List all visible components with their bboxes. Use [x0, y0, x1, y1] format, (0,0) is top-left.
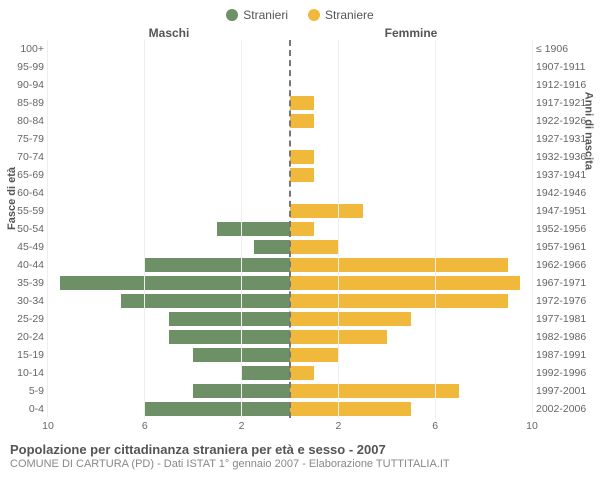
bar-female [290, 114, 314, 128]
birth-label: 1907-1911 [536, 58, 585, 76]
legend-label-female: Straniere [325, 8, 374, 22]
chart-subtitle: COMUNE DI CARTURA (PD) - Dati ISTAT 1° g… [10, 458, 600, 470]
bar-male [121, 294, 290, 308]
pyramid-chart: 100+95-9990-9485-8980-8475-7970-7465-696… [0, 40, 600, 418]
age-label: 95-99 [17, 58, 44, 76]
bar-female [290, 168, 314, 182]
bar-female [290, 276, 520, 290]
x-tick: 10 [526, 420, 538, 432]
bar-female [290, 258, 508, 272]
bar-female [290, 384, 459, 398]
birth-label: 2002-2006 [536, 400, 586, 418]
age-label: 60-64 [17, 184, 44, 202]
chart-title: Popolazione per cittadinanza straniera p… [10, 442, 600, 457]
column-headers: Maschi Femmine [0, 26, 600, 40]
bar-female [290, 150, 314, 164]
x-tick: 6 [432, 420, 438, 432]
age-label: 45-49 [17, 238, 44, 256]
legend-item-male: Stranieri [226, 8, 288, 22]
age-label: 40-44 [17, 256, 44, 274]
age-label: 80-84 [17, 112, 44, 130]
header-male: Maschi [48, 26, 290, 40]
bar-male [145, 402, 290, 416]
x-tick: 2 [239, 420, 245, 432]
bar-male [217, 222, 290, 236]
bar-female [290, 366, 314, 380]
birth-label: 1967-1971 [536, 274, 586, 292]
birth-label: 1947-1951 [536, 202, 586, 220]
age-label: 70-74 [17, 148, 44, 166]
age-label: 55-59 [17, 202, 44, 220]
age-label: 100+ [20, 40, 44, 58]
footer: Popolazione per cittadinanza straniera p… [0, 434, 600, 470]
age-label: 0-4 [29, 400, 44, 418]
bar-male [242, 366, 290, 380]
plot-area [48, 40, 532, 418]
age-label: 25-29 [17, 310, 44, 328]
birth-label: 1952-1956 [536, 220, 586, 238]
x-ticks-left: 1062 [48, 418, 290, 434]
bar-male [60, 276, 290, 290]
age-label: 5-9 [29, 382, 44, 400]
birth-label: 1987-1991 [536, 346, 586, 364]
center-line [289, 40, 291, 418]
male-side [48, 40, 290, 418]
birth-label: 1932-1936 [536, 148, 586, 166]
birth-label: 1957-1961 [536, 238, 586, 256]
header-female: Femmine [290, 26, 532, 40]
birth-label: 1997-2001 [536, 382, 586, 400]
legend-swatch-female [308, 9, 320, 21]
age-label: 90-94 [17, 76, 44, 94]
age-label: 20-24 [17, 328, 44, 346]
birth-label: 1942-1946 [536, 184, 586, 202]
legend: Stranieri Straniere [0, 0, 600, 26]
age-label: 75-79 [17, 130, 44, 148]
bar-female [290, 402, 411, 416]
bar-female [290, 312, 411, 326]
age-label: 35-39 [17, 274, 44, 292]
bar-male [169, 330, 290, 344]
age-label: 85-89 [17, 94, 44, 112]
birth-label: 1992-1996 [536, 364, 586, 382]
x-tick: 6 [142, 420, 148, 432]
birth-label: 1927-1931 [536, 130, 586, 148]
bar-male [145, 258, 290, 272]
birth-label: 1912-1916 [536, 76, 586, 94]
age-label: 65-69 [17, 166, 44, 184]
bar-female [290, 96, 314, 110]
female-side [290, 40, 532, 418]
bar-female [290, 204, 363, 218]
age-label: 10-14 [17, 364, 44, 382]
bar-female [290, 294, 508, 308]
age-label: 50-54 [17, 220, 44, 238]
birth-label: 1972-1976 [536, 292, 586, 310]
y-axis-title-left: Fasce di età [6, 167, 18, 230]
x-tick: 10 [42, 420, 54, 432]
birth-label: 1982-1986 [536, 328, 586, 346]
x-ticks-right: 2610 [290, 418, 532, 434]
birth-label: 1977-1981 [536, 310, 586, 328]
bar-female [290, 222, 314, 236]
x-axis: 10 6 2 2 6 10 [0, 418, 600, 434]
birth-label: ≤ 1906 [536, 40, 568, 58]
bar-male [254, 240, 290, 254]
birth-label: 1917-1921 [536, 94, 586, 112]
bar-male [169, 312, 290, 326]
birth-label: 1937-1941 [536, 166, 586, 184]
bar-female [290, 348, 338, 362]
legend-swatch-male [226, 9, 238, 21]
legend-label-male: Stranieri [243, 8, 288, 22]
age-label: 15-19 [17, 346, 44, 364]
bar-female [290, 240, 338, 254]
birth-label: 1922-1926 [536, 112, 586, 130]
x-tick: 2 [335, 420, 341, 432]
y-axis-title-right: Anni di nascita [582, 92, 594, 170]
birth-label: 1962-1966 [536, 256, 586, 274]
legend-item-female: Straniere [308, 8, 374, 22]
age-label: 30-34 [17, 292, 44, 310]
